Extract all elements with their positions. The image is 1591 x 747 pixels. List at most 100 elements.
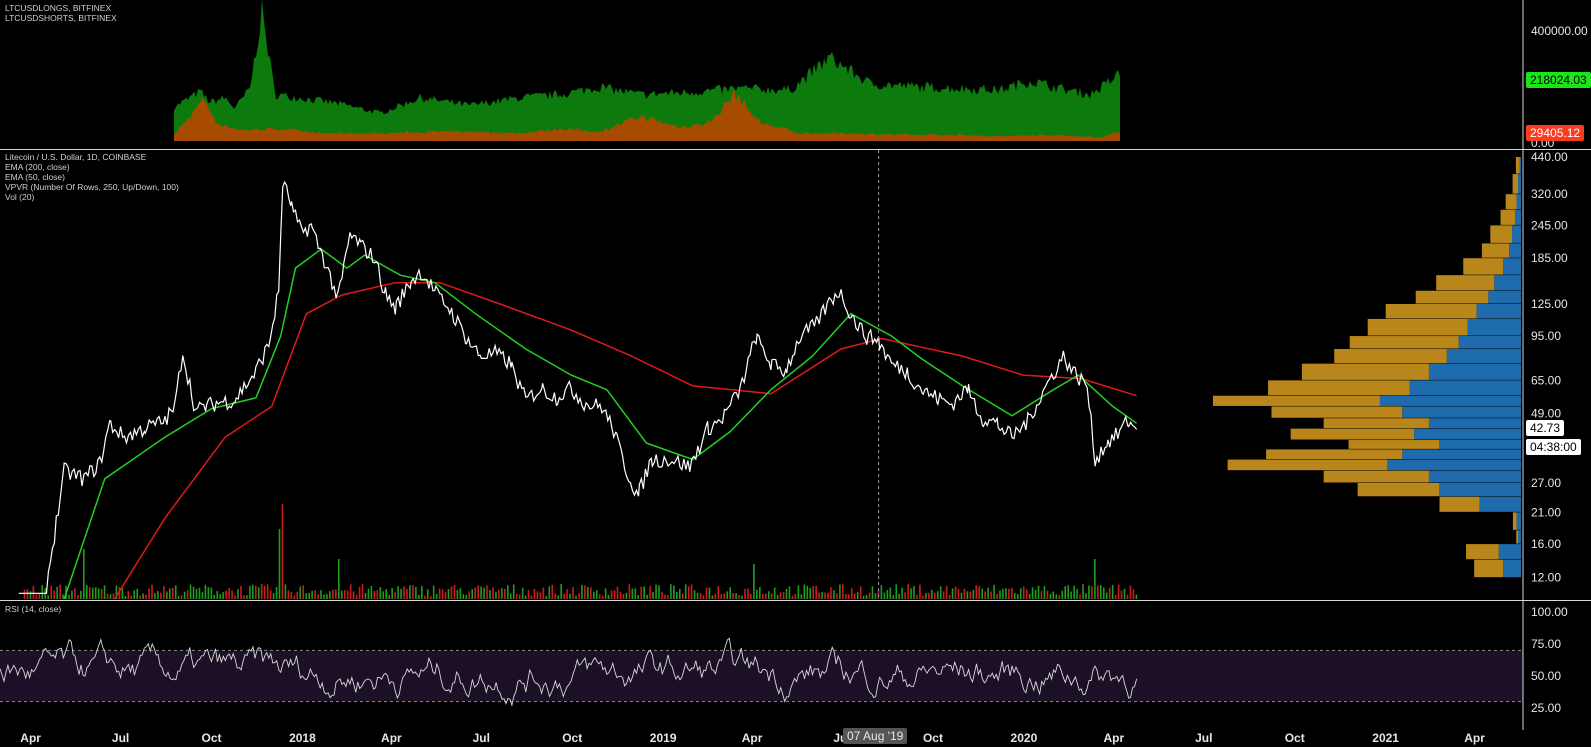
volume-bar: [355, 594, 358, 599]
volume-bar: [471, 589, 474, 599]
volume-bar: [954, 586, 957, 599]
volume-bar: [83, 549, 85, 599]
vpvr-up-bar: [1476, 303, 1521, 319]
volume-bar: [91, 587, 94, 599]
volume-bar: [664, 594, 666, 599]
volume-bar: [930, 589, 933, 599]
volume-bar: [827, 592, 829, 599]
volume-bar: [726, 591, 729, 599]
price-y-tick: 12.00: [1531, 571, 1561, 585]
legend-symbol[interactable]: Litecoin / U.S. Dollar, 1D, COINBASE: [5, 152, 147, 162]
volume-bar: [145, 594, 147, 599]
x-tick: Jul: [473, 731, 490, 745]
vpvr-down-bar: [1512, 174, 1519, 194]
volume-bar: [275, 587, 278, 599]
volume-bar: [388, 595, 391, 599]
volume-bar: [818, 592, 820, 599]
volume-bar: [1135, 594, 1138, 599]
legend-ema200[interactable]: EMA (200, close): [5, 162, 70, 172]
volume-bar: [364, 592, 367, 599]
volume-bar: [222, 592, 224, 599]
volume-bar: [699, 593, 702, 599]
volume-bar: [1064, 586, 1067, 599]
legend-ema50[interactable]: EMA (50, close): [5, 172, 65, 182]
vpvr-down-bar: [1212, 395, 1380, 406]
volume-bar: [249, 585, 251, 599]
volume-bar: [738, 594, 740, 599]
volume-bar: [936, 591, 939, 599]
volume-bar: [332, 589, 334, 599]
volume-bar: [237, 589, 239, 599]
legend-shorts[interactable]: LTCUSDSHORTS, BITFINEX: [5, 13, 117, 23]
volume-bar: [993, 584, 995, 599]
volume-bar: [100, 588, 103, 599]
vpvr-down-bar: [1349, 336, 1459, 349]
volume-bar: [163, 586, 165, 599]
vpvr-up-bar: [1458, 336, 1521, 349]
volume-bar: [761, 593, 764, 599]
volume-bar: [489, 590, 491, 599]
volume-bar: [684, 584, 687, 599]
volume-bar: [521, 587, 524, 599]
volume-bar: [720, 594, 723, 599]
volume-bar: [118, 587, 121, 599]
volume-bar: [901, 587, 903, 599]
volume-bar: [468, 591, 471, 599]
volume-bar: [293, 595, 296, 599]
vpvr-down-bar: [1515, 157, 1520, 174]
volume-bar: [492, 587, 494, 599]
volume-bar: [23, 589, 26, 599]
volume-bar: [74, 588, 76, 599]
volume-bar: [382, 591, 385, 599]
volume-bar: [865, 595, 868, 599]
volume-bar: [678, 588, 681, 599]
legend-vpvr[interactable]: VPVR (Number Of Rows, 250, Up/Down, 100): [5, 182, 179, 192]
legend-volume[interactable]: Vol (20): [5, 192, 35, 202]
price-y-tick: 65.00: [1531, 373, 1561, 387]
volume-bar: [403, 586, 405, 599]
volume-bar: [160, 592, 162, 599]
volume-bar: [1105, 592, 1108, 599]
volume-bar: [177, 595, 180, 599]
x-tick: Apr: [20, 731, 41, 745]
x-tick: 2021: [1372, 731, 1399, 745]
volume-bar: [320, 590, 322, 599]
volume-bar: [942, 591, 945, 599]
volume-bar: [637, 595, 640, 599]
vpvr-up-bar: [1387, 459, 1521, 471]
vpvr-up-bar: [1414, 428, 1521, 440]
volume-bar: [183, 591, 186, 599]
countdown-badge: 04:38:00: [1526, 439, 1581, 455]
volume-bar: [376, 590, 379, 599]
volume-bar: [228, 588, 230, 599]
volume-bar: [216, 591, 219, 599]
legend-rsi[interactable]: RSI (14, close): [5, 604, 62, 614]
volume-bar: [919, 584, 921, 599]
volume-bar: [1079, 594, 1081, 599]
volume-bar: [963, 588, 966, 599]
vpvr-down-bar: [1348, 440, 1440, 449]
volume-bar: [649, 586, 651, 599]
ema50-line: [63, 248, 1138, 600]
rsi-panel: [0, 637, 1523, 707]
volume-bar: [204, 584, 207, 599]
volume-bar: [465, 594, 468, 599]
volume-bar: [432, 585, 435, 599]
volume-bar: [833, 590, 835, 599]
volume-bar: [1028, 593, 1031, 599]
volume-bar: [595, 590, 598, 599]
volume-bar: [928, 592, 930, 599]
volume-bar: [240, 585, 242, 599]
volume-bar: [803, 584, 806, 599]
volume-bar: [290, 591, 293, 599]
volume-bar: [302, 585, 305, 599]
vpvr-down-bar: [1439, 496, 1480, 512]
volume-bar: [59, 584, 61, 599]
volume-bar: [554, 593, 557, 599]
volume-bar: [335, 589, 337, 599]
volume-bar: [587, 587, 589, 599]
vpvr-up-bar: [1494, 275, 1521, 291]
legend-longs[interactable]: LTCUSDLONGS, BITFINEX: [5, 3, 112, 13]
volume-bar: [1088, 585, 1090, 599]
